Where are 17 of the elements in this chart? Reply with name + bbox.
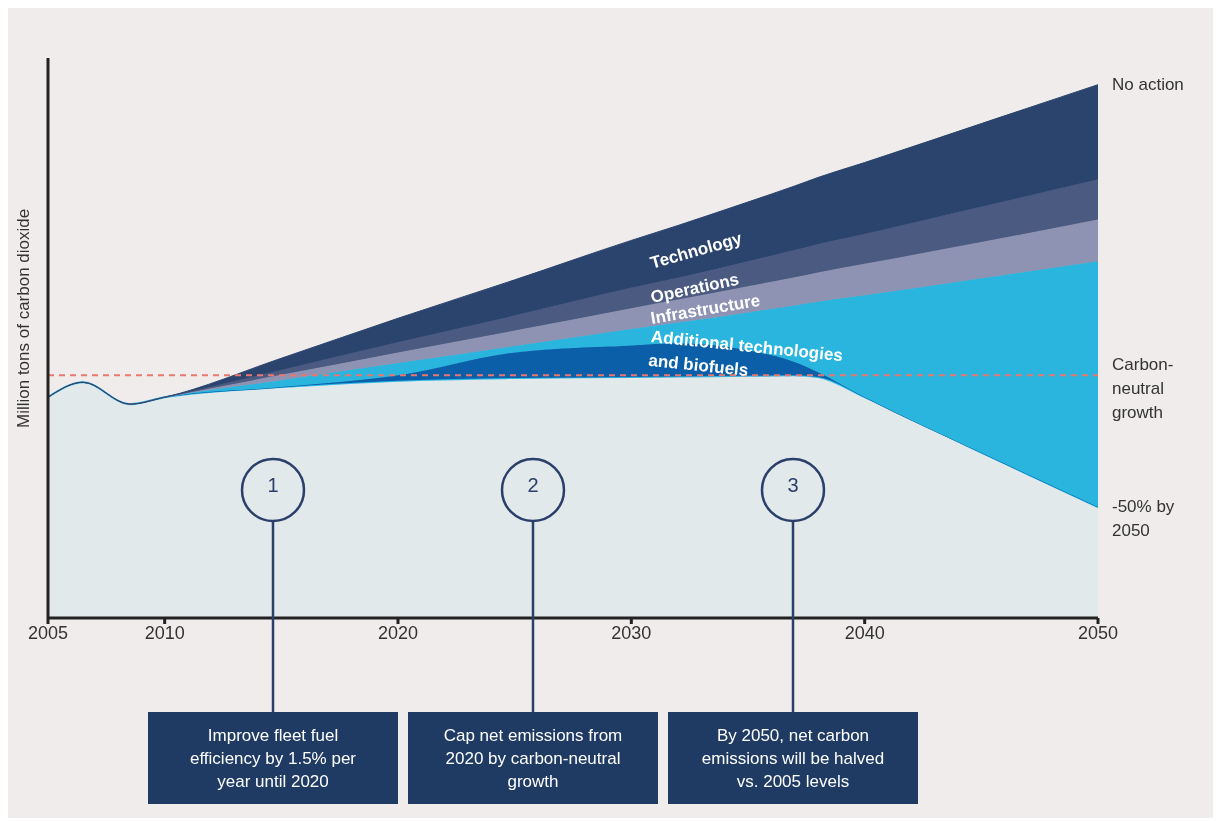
annotation: No action bbox=[1112, 73, 1185, 96]
x-tick-label: 2020 bbox=[377, 622, 419, 643]
text: Additional technologies and biofuels bbox=[647, 326, 846, 383]
x-tick-label: 2005 bbox=[27, 622, 69, 643]
x-tick-label: 2010 bbox=[144, 622, 185, 643]
text: Cap net emissions from 2020 by carbon-neutral growth bbox=[408, 712, 658, 804]
text: By 2050, net carbon emissions will be halved vs. 2005 levels bbox=[668, 712, 918, 804]
annotation: 1 bbox=[266, 474, 280, 497]
ref-line-label: Carbon-neutral growth bbox=[1112, 354, 1175, 425]
series-label: -50% by 2050 bbox=[1112, 496, 1176, 543]
text: Improve fleet fuel efficiency by 1.5% per year until 2020 bbox=[148, 712, 398, 804]
annotation: 2 bbox=[526, 474, 540, 497]
y-axis-title: Million tons of carbon dioxide bbox=[14, 208, 34, 428]
x-tick-label: 2040 bbox=[844, 622, 885, 643]
annotation: 3 bbox=[786, 474, 800, 497]
x-tick-label: 2030 bbox=[611, 622, 652, 643]
x-tick-label: 2050 bbox=[1077, 622, 1119, 643]
